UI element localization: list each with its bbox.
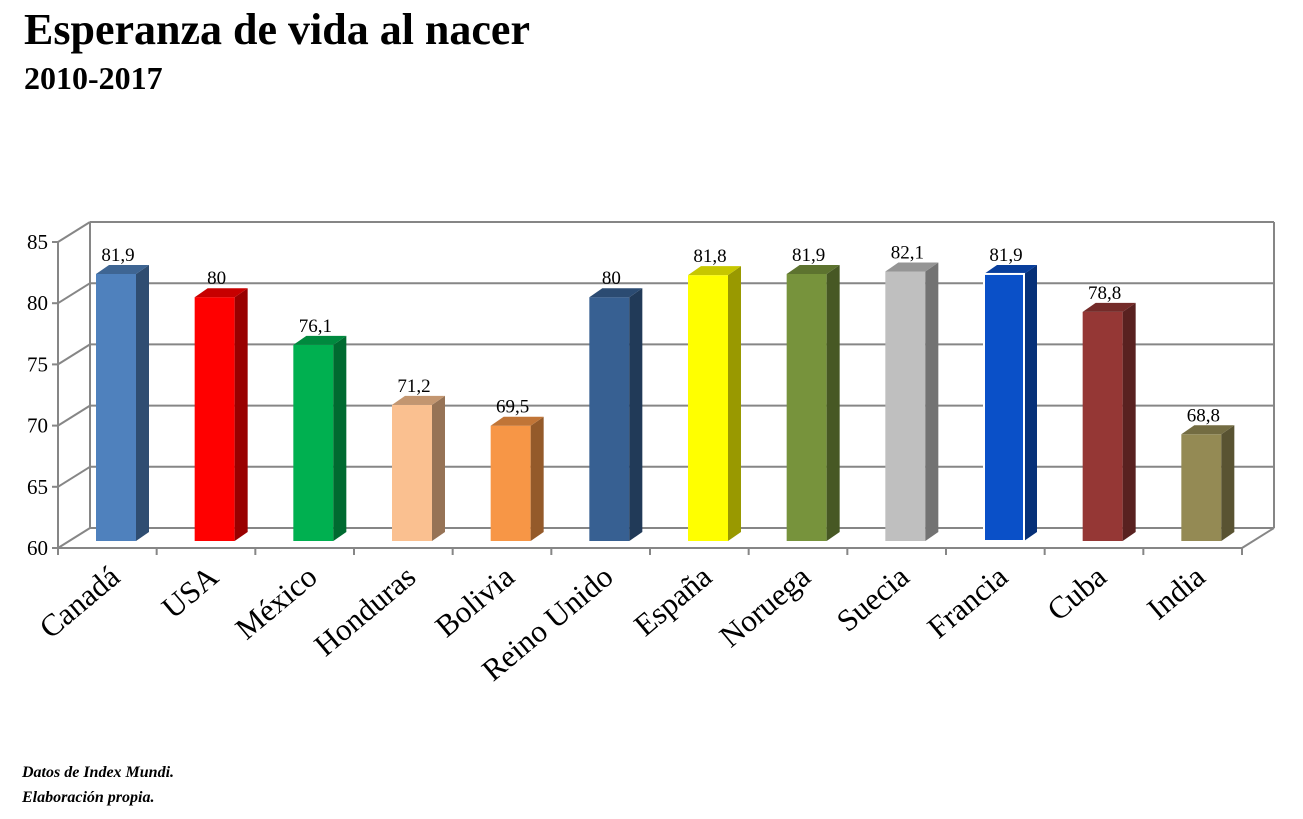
category-label: España (627, 558, 718, 643)
bar (293, 335, 347, 541)
gridline-side (57, 465, 91, 488)
bar (194, 288, 248, 541)
chart-bars (96, 262, 1235, 542)
bar-side (530, 416, 544, 541)
bar-front (1082, 311, 1123, 541)
data-label: 81,9 (989, 245, 1022, 266)
chart-title: Esperanza de vida al nacer (24, 5, 530, 54)
credit-note: Elaboración propia. (22, 789, 155, 806)
data-label: 81,9 (792, 245, 825, 266)
floor-right-edge (1241, 527, 1275, 549)
y-tick-label: 85 (27, 230, 48, 254)
bar-side (629, 288, 643, 541)
chart-grid (57, 221, 1275, 549)
category-label: Cuba (1040, 558, 1113, 627)
y-tick-label: 60 (27, 536, 48, 560)
bar-top (885, 262, 939, 272)
data-label: 69,5 (496, 397, 529, 418)
data-label: 76,1 (299, 316, 332, 337)
bar-side (432, 395, 445, 541)
data-label: 68,8 (1187, 405, 1220, 426)
bar-front (392, 404, 432, 541)
bar-side (728, 266, 741, 541)
data-label: 80 (207, 268, 226, 289)
bar-highlight (983, 272, 1025, 542)
bar-front (589, 297, 630, 541)
bar-top (194, 288, 248, 298)
y-tick-label: 75 (27, 352, 48, 376)
bar-top (589, 288, 643, 298)
category-label: India (1140, 558, 1211, 626)
bar (1181, 425, 1235, 541)
y-tick-label: 65 (27, 475, 48, 499)
category-label: Francia (920, 558, 1014, 645)
bar-front (194, 297, 235, 541)
data-label: 78,8 (1088, 283, 1121, 304)
category-label: México (228, 559, 323, 647)
gridline-side (57, 404, 91, 427)
gridline-side (57, 282, 91, 305)
bar-front (688, 275, 728, 541)
chart-subtitle: 2010-2017 (24, 60, 163, 96)
bar (490, 416, 544, 541)
bar-front (96, 273, 136, 541)
source-note: Datos de Index Mundi. (22, 764, 175, 781)
bar-front (786, 273, 827, 541)
bar (96, 264, 149, 541)
bar-top (786, 264, 840, 274)
bar (983, 264, 1037, 542)
bar-side (1122, 302, 1136, 541)
bar-front (490, 425, 531, 541)
y-tick-label: 80 (27, 291, 48, 315)
bar-side (1024, 264, 1037, 541)
bar-top (688, 266, 741, 276)
bar (589, 288, 643, 541)
bar-side (826, 264, 840, 541)
bar-top (490, 416, 544, 426)
bar-side (1221, 425, 1235, 541)
category-label: USA (155, 558, 225, 625)
bar-top (984, 264, 1037, 274)
gridline-side (57, 343, 91, 366)
bar (885, 262, 939, 541)
category-label: Honduras (307, 559, 422, 663)
bar-top (1181, 425, 1235, 435)
bar-side (333, 335, 347, 541)
y-tick-label: 70 (27, 414, 48, 438)
bar-front (1181, 434, 1222, 541)
category-label: Canadá (32, 558, 126, 645)
data-label: 82,1 (891, 242, 924, 263)
bar (786, 264, 840, 541)
bar-top (1082, 302, 1136, 312)
bar-front (293, 344, 334, 541)
gridline-side (57, 527, 91, 549)
gridline-side (57, 221, 91, 243)
data-label: 81,8 (693, 246, 726, 267)
category-label: Noruega (713, 558, 817, 654)
bar-front (984, 273, 1024, 541)
bar-top (293, 335, 347, 345)
bar-side (136, 264, 149, 541)
bar-top (96, 264, 149, 274)
chart-data-labels: 81,9 80 76,1 71,2 69,5 80 81,8 81,9 82,1 81,9 78,8… (101, 242, 1220, 426)
data-label: 80 (602, 268, 621, 289)
category-label: Suecia (830, 558, 916, 638)
bar (392, 395, 445, 541)
data-label: 71,2 (397, 376, 430, 397)
bar (688, 266, 741, 541)
bar (1082, 302, 1136, 541)
bar-side (925, 262, 939, 541)
data-label: 81,9 (101, 245, 134, 266)
chart-axes: 60 65 70 75 80 85 (27, 230, 1275, 560)
bar-top (392, 395, 445, 405)
bar-side (234, 288, 248, 541)
bar-front (885, 271, 926, 541)
category-label: Bolivia (428, 558, 521, 644)
